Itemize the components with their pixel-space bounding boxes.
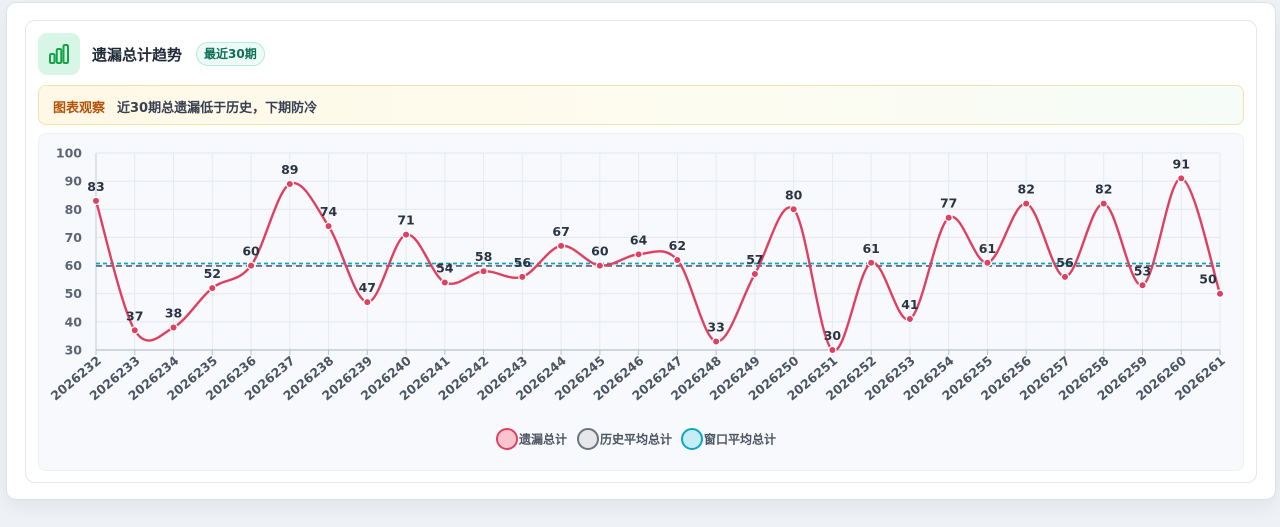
- data-point: [905, 314, 915, 324]
- data-label: 38: [165, 305, 182, 320]
- legend-item-window-average: 窗口平均总计: [704, 432, 776, 447]
- y-tick-label: 70: [65, 230, 83, 245]
- data-point: [673, 255, 682, 265]
- data-label: 56: [514, 255, 532, 270]
- data-point: [866, 258, 876, 267]
- data-label: 60: [242, 244, 260, 259]
- card-title: 遗漏总计趋势: [92, 46, 183, 64]
- insight-label: 图表观察: [53, 101, 106, 116]
- data-point: [556, 241, 566, 251]
- data-point: [246, 261, 256, 270]
- data-label: 33: [707, 320, 724, 335]
- data-point: [983, 258, 992, 267]
- data-point: [1215, 289, 1225, 298]
- data-point: [518, 272, 527, 282]
- data-point: [324, 221, 333, 231]
- y-tick-label: 40: [65, 314, 83, 329]
- insight-banner: 图表观察 近30期总遗漏低于历史，下期防冷: [38, 85, 1244, 125]
- data-label: 41: [901, 297, 918, 312]
- data-label: 62: [669, 238, 686, 253]
- y-tick-label: 30: [65, 343, 83, 358]
- line-chart: 3040506070809010020262322026233202623420…: [48, 146, 1228, 450]
- legend-swatch: [577, 428, 599, 450]
- data-label: 89: [281, 162, 298, 177]
- data-label: 80: [785, 187, 803, 202]
- data-label: 37: [126, 308, 143, 323]
- data-label: 77: [940, 196, 957, 211]
- y-tick-label: 90: [65, 174, 83, 189]
- data-point: [1099, 199, 1108, 208]
- data-point: [363, 297, 372, 307]
- data-label: 57: [746, 252, 763, 267]
- card-header: 遗漏总计趋势 最近30期: [38, 33, 638, 77]
- data-point: [130, 326, 139, 335]
- y-tick-label: 100: [56, 146, 82, 161]
- data-label: 47: [359, 280, 376, 295]
- data-point: [1138, 281, 1147, 290]
- data-label: 60: [591, 244, 609, 259]
- data-label: 83: [87, 179, 104, 194]
- data-label: 58: [475, 249, 492, 264]
- legend-swatch: [496, 428, 518, 450]
- data-label: 61: [979, 241, 996, 256]
- period-badge: 最近30期: [196, 42, 265, 66]
- data-label: 67: [552, 224, 569, 239]
- data-label: 56: [1056, 255, 1074, 270]
- data-point: [1022, 199, 1031, 208]
- data-label: 30: [824, 328, 842, 343]
- data-label: 61: [862, 241, 879, 256]
- trend-card: 遗漏总计趋势 最近30期 图表观察 近30期总遗漏低于历史，下期防冷 30 40 5…: [25, 20, 1257, 483]
- y-tick-label: 60: [65, 258, 83, 273]
- bar-chart-icon: [38, 33, 80, 75]
- data-point: [1177, 174, 1186, 183]
- data-label: 64: [630, 232, 648, 247]
- data-label: 91: [1173, 156, 1190, 171]
- data-label: 54: [436, 260, 454, 275]
- data-point: [750, 269, 760, 279]
- insight-text: 近30期总遗漏低于历史，下期防冷: [117, 101, 318, 116]
- y-tick-label: 80: [65, 202, 83, 217]
- plot-panel: 30 40 50 60 70 80 90 100 2026232 2026233 2026234 20…: [38, 133, 1244, 471]
- data-label: 71: [397, 213, 414, 228]
- legend-item-missing-total: 遗漏总计: [518, 432, 567, 447]
- data-point: [595, 261, 605, 270]
- data-point: [634, 250, 643, 259]
- series-line-missing-total: [94, 177, 1222, 352]
- y-tick-label: 50: [65, 286, 83, 301]
- data-point: [479, 266, 488, 276]
- data-point: [944, 213, 953, 222]
- data-point: [91, 196, 101, 206]
- data-point: [440, 278, 450, 287]
- outer-container: 遗漏总计趋势 最近30期 图表观察 近30期总遗漏低于历史，下期防冷 30 40 5…: [6, 2, 1276, 500]
- data-point: [285, 179, 294, 189]
- legend-item-history-average: 历史平均总计: [600, 432, 672, 447]
- data-point: [169, 323, 178, 332]
- data-label: 53: [1134, 263, 1151, 278]
- data-label: 50: [1199, 272, 1217, 287]
- data-point: [401, 230, 411, 239]
- data-label: 52: [204, 266, 221, 281]
- data-label: 82: [1095, 182, 1112, 197]
- data-point: [1060, 272, 1070, 282]
- data-point: [208, 283, 217, 293]
- data-label: 82: [1018, 182, 1035, 197]
- data-point: [828, 345, 837, 355]
- data-point: [789, 205, 798, 214]
- data-label: 74: [320, 204, 338, 219]
- legend-swatch: [681, 428, 703, 450]
- data-point: [711, 337, 721, 346]
